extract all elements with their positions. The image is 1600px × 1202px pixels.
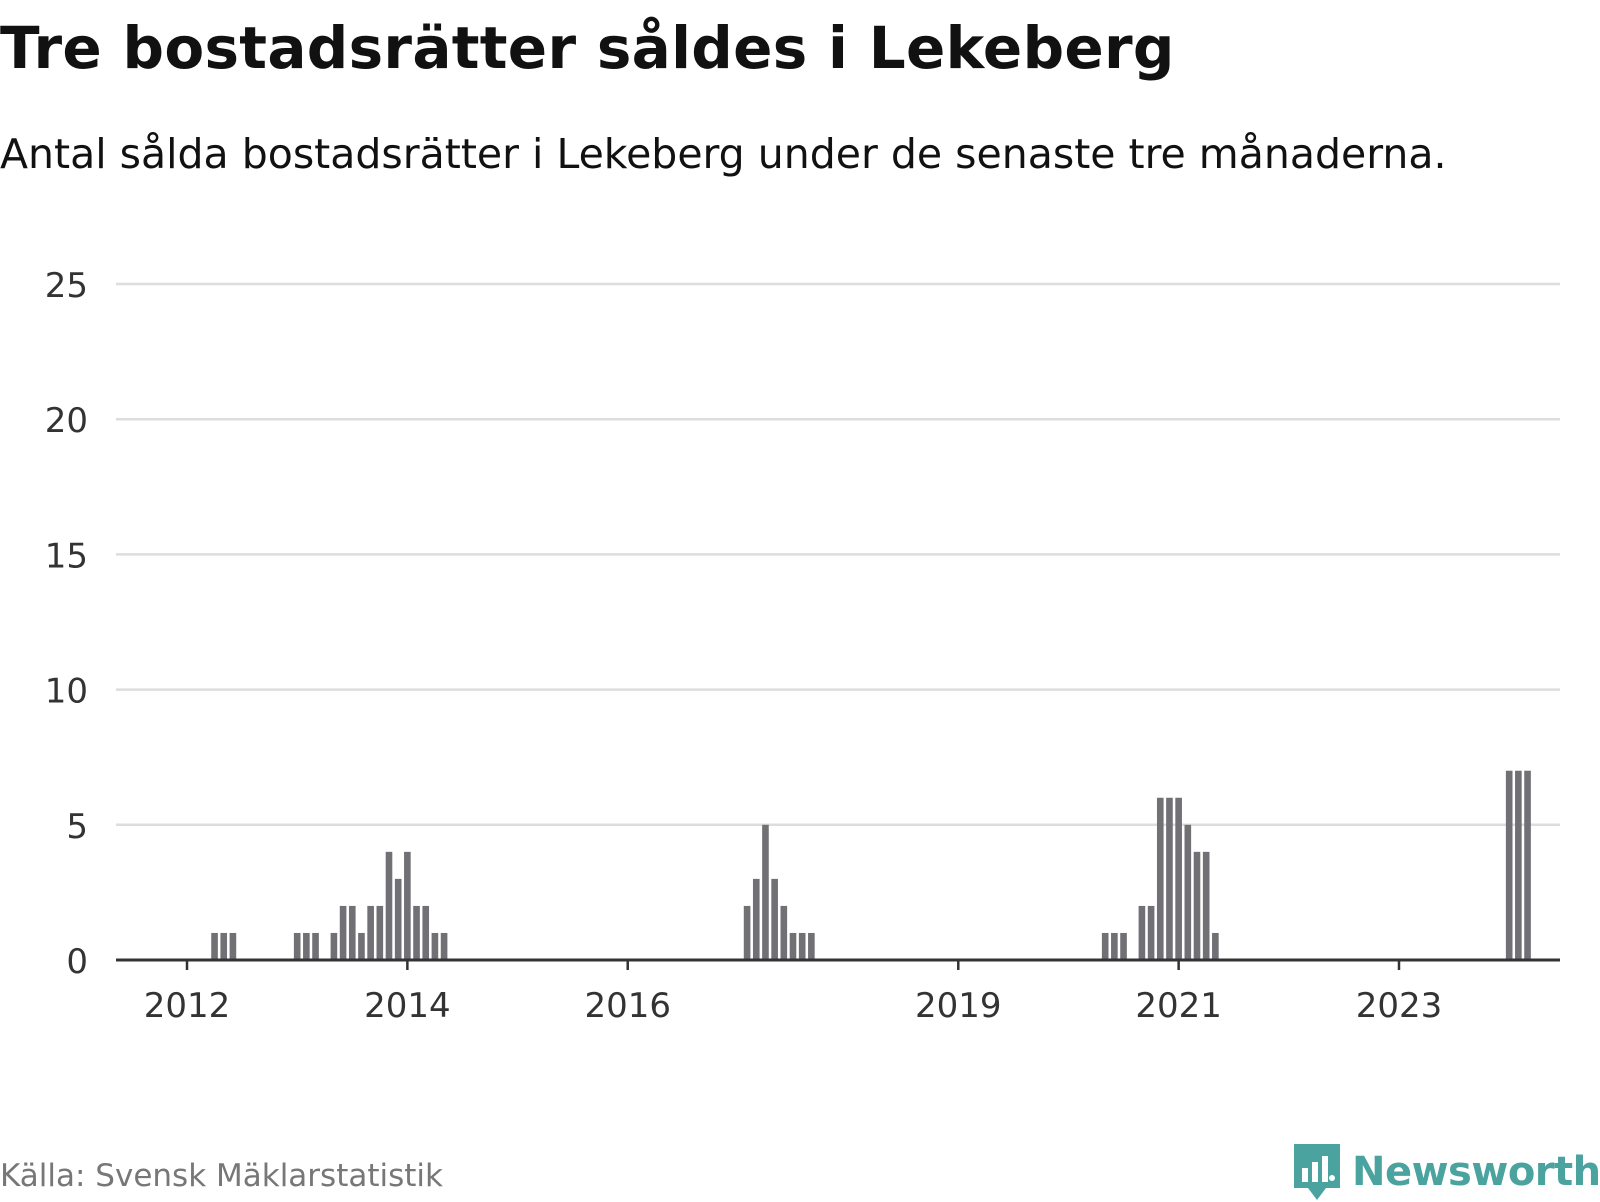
bar: [1138, 905, 1146, 960]
y-tick-label: 10: [45, 672, 88, 712]
x-tick-label: 2014: [364, 986, 451, 1026]
x-tick-label: 2019: [915, 986, 1002, 1026]
chart-subtitle: Antal sålda bostadsrätter i Lekeberg und…: [0, 130, 1447, 178]
chart-title: Tre bostadsrätter såldes i Lekeberg: [0, 14, 1175, 82]
y-axis-ticks: 0 5 10 15 20 25: [45, 266, 88, 982]
bar: [1184, 824, 1192, 960]
brand-name: Newsworthy: [1352, 1149, 1600, 1195]
brand-logo: Newsworthy: [1292, 1142, 1600, 1202]
bar: [293, 932, 301, 960]
y-tick-label: 20: [45, 401, 88, 441]
newsworthy-logo-icon: [1294, 1144, 1340, 1200]
bar: [1166, 797, 1173, 960]
bar: [762, 824, 769, 960]
bar: [1515, 770, 1522, 960]
x-tick-label: 2023: [1356, 986, 1443, 1026]
bar: [798, 932, 806, 960]
bars: [211, 770, 1531, 960]
bar: [376, 905, 384, 960]
bar: [339, 905, 347, 960]
x-tick-label: 2016: [584, 986, 671, 1026]
bar: [808, 932, 815, 960]
bar: [1175, 797, 1182, 960]
bar: [1147, 905, 1155, 960]
bar: [771, 878, 778, 960]
bar: [440, 932, 448, 960]
bar: [367, 905, 374, 960]
bar: [743, 905, 751, 960]
bar: [404, 851, 411, 960]
bar: [1156, 797, 1164, 960]
bar: [789, 932, 797, 960]
bar: [348, 905, 356, 960]
bar: [413, 905, 420, 960]
source-note: Källa: Svensk Mäklarstatistik: [0, 1158, 443, 1194]
x-axis-ticks: 2012 2014 2016 2019 2021 2023: [144, 960, 1443, 1026]
x-tick-label: 2012: [144, 986, 231, 1026]
bar: [312, 932, 319, 960]
bar: [1193, 851, 1201, 960]
bar: [358, 932, 365, 960]
gridlines: [116, 282, 1560, 827]
x-tick-label: 2021: [1135, 986, 1222, 1026]
y-tick-label: 25: [45, 266, 88, 306]
bar: [1212, 932, 1219, 960]
bar: [1524, 770, 1531, 960]
bar: [1111, 932, 1118, 960]
bar: [1101, 932, 1109, 960]
bar: [394, 878, 402, 960]
bar: [752, 878, 760, 960]
bar: [422, 905, 430, 960]
bar: [1120, 932, 1127, 960]
y-tick-label: 15: [45, 536, 88, 576]
bar: [303, 932, 310, 960]
bar: [211, 932, 218, 960]
bar: [1505, 770, 1513, 960]
bar: [1202, 851, 1210, 960]
bar: [220, 932, 228, 960]
bar: [431, 932, 439, 960]
bar: [385, 851, 393, 960]
bar: [229, 932, 237, 960]
bar: [330, 932, 338, 960]
bar: [780, 905, 788, 960]
y-tick-label: 0: [66, 942, 88, 982]
y-tick-label: 5: [66, 807, 88, 847]
